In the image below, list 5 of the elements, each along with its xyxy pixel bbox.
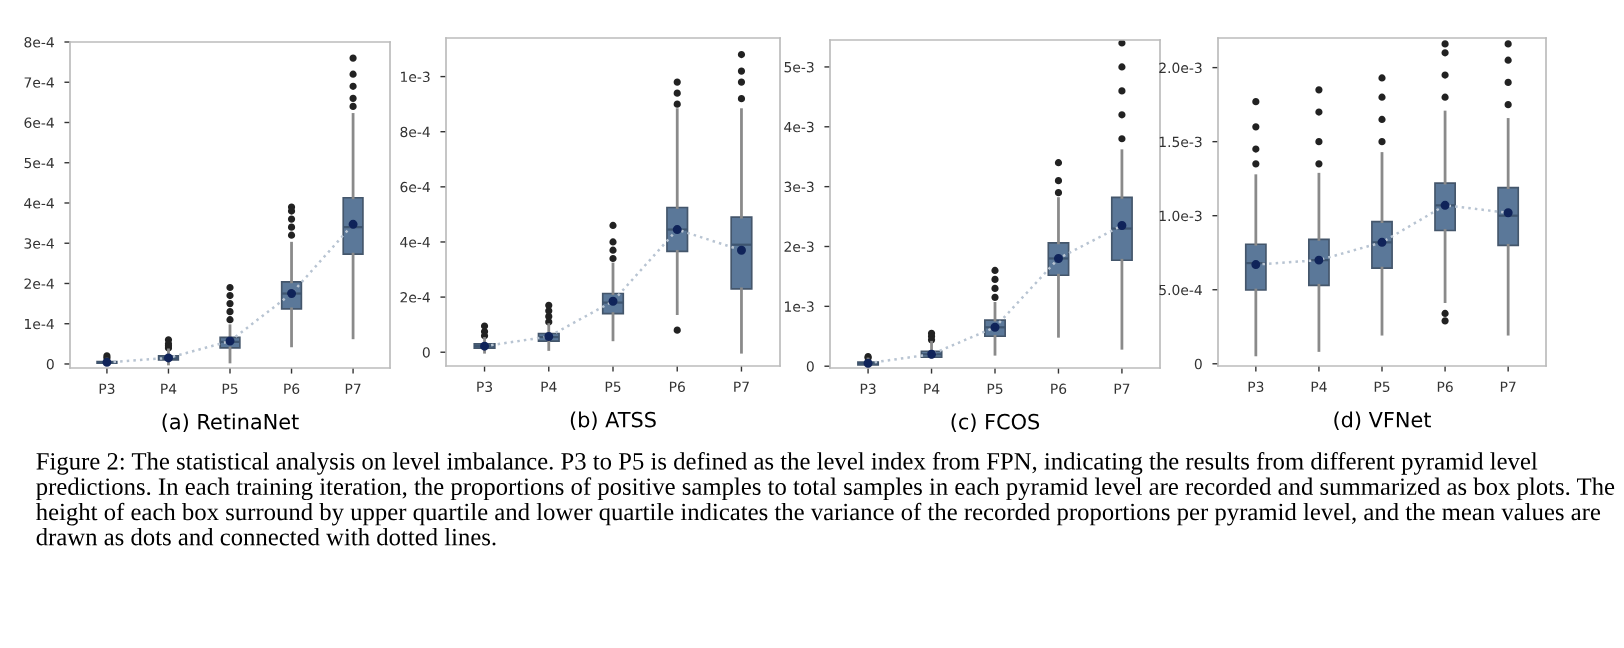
x-axis-title: (a) RetinaNet [162, 413, 299, 432]
x-axis-title: (b) ATSS [570, 411, 656, 430]
caption: Figure 2: The statistical analysis on level imbalance. P3 to P5 is defined as the level index from FPN, indicating the results from different pyramid level predictions. In each training iteration, the proportions of positive samples to total samples in each pyramid level are recorded and summarized as box plots. The height of each box surround by upper quartile and lower quartile indicates the variance of the recorded proportions per pyramid level, and the mean values are drawn as dots and connected with dotted lines. [35, 452, 1615, 546]
x-axis-title: (d) VFNet [1334, 411, 1431, 430]
x-axis-title: (c) FCOS [951, 413, 1040, 432]
